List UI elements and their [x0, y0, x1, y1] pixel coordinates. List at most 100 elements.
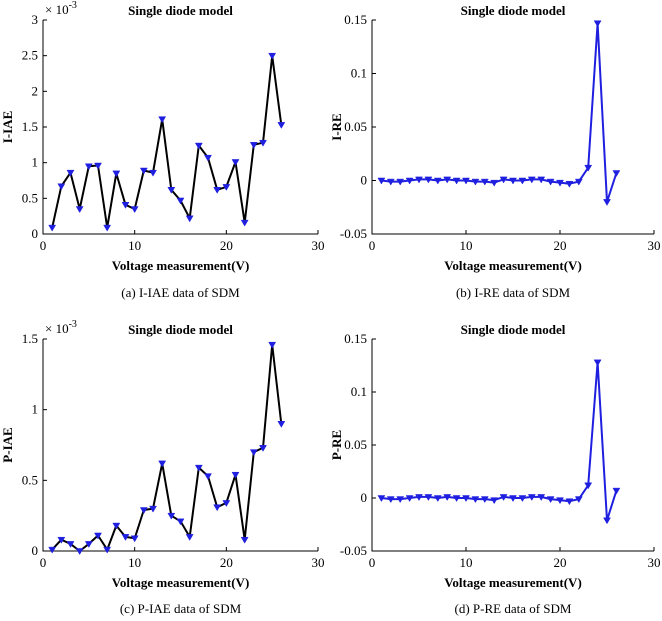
- data-point: [75, 206, 84, 214]
- chart-panel-3: 0 10 20 30 0 0.5 1 1.5 Single diode model × 10-3 V…: [0, 319, 325, 616]
- data-point: [94, 532, 102, 540]
- data-point: [176, 197, 185, 205]
- figure-caption: (c) P-IAE data of SDM: [120, 601, 242, 616]
- x-axis-label: Voltage measurement(V): [444, 258, 582, 273]
- data-point: [396, 496, 405, 504]
- chart-title: Single diode model: [461, 322, 566, 337]
- y-tick-label: 2.5: [22, 48, 38, 63]
- data-point: [268, 52, 277, 60]
- data-point: [518, 177, 527, 185]
- data-point: [194, 464, 203, 472]
- figure-caption: (d) P-RE data of SDM: [455, 601, 572, 616]
- data-point: [112, 522, 121, 530]
- data-point: [603, 517, 611, 525]
- data-point: [471, 178, 480, 186]
- data-point: [386, 496, 395, 504]
- data-point: [249, 142, 258, 149]
- chart-title: Single diode model: [128, 322, 233, 337]
- data-point: [240, 536, 249, 544]
- y-exponent-label: × 10-3: [45, 319, 77, 336]
- y-tick-label: 0.15: [344, 12, 367, 27]
- data-point: [433, 177, 442, 185]
- data-point: [452, 177, 461, 185]
- data-point: [249, 449, 258, 457]
- data-point: [75, 548, 84, 555]
- data-point: [556, 179, 564, 187]
- data-point: [121, 202, 130, 209]
- data-point: [194, 142, 203, 150]
- data-point: [377, 495, 386, 502]
- x-tick-label: 30: [312, 555, 325, 570]
- data-point: [574, 178, 583, 186]
- y-axis-label: P-IAE: [0, 427, 15, 462]
- data-point: [103, 224, 112, 232]
- data-point: [612, 487, 621, 495]
- data-point: [167, 512, 176, 520]
- data-point: [584, 164, 593, 172]
- data-point: [158, 460, 167, 468]
- y-tick-label: 0: [32, 543, 39, 558]
- y-tick-label: -0.05: [340, 226, 367, 241]
- data-point: [222, 184, 231, 191]
- axis-frame: [371, 20, 654, 235]
- data-point: [268, 341, 277, 349]
- data-point: [509, 495, 517, 502]
- data-point: [490, 497, 499, 505]
- data-point: [130, 535, 139, 543]
- x-tick-label: 0: [40, 238, 47, 253]
- series-line: [381, 22, 618, 203]
- data-point: [527, 176, 536, 184]
- y-tick-label: 0.5: [22, 472, 38, 487]
- data-point: [574, 496, 583, 504]
- y-tick-label: 1: [32, 155, 39, 170]
- data-point: [167, 187, 176, 194]
- data-point: [424, 494, 433, 501]
- data-point: [556, 497, 564, 505]
- data-point: [480, 496, 489, 504]
- y-axis-label: P-RE: [329, 430, 344, 460]
- exponent-base: × 10: [45, 2, 69, 17]
- x-tick-label: 10: [460, 238, 473, 253]
- y-tick-label: 0.15: [344, 331, 367, 346]
- data-point: [57, 183, 66, 191]
- axis-frame: [371, 339, 654, 552]
- y-tick-label: 0.1: [351, 66, 367, 81]
- x-tick-label: 20: [220, 555, 233, 570]
- data-point: [471, 496, 480, 504]
- x-tick-label: 10: [128, 555, 141, 570]
- data-point: [213, 504, 222, 512]
- x-axis-label: Voltage measurement(V): [112, 258, 250, 273]
- exponent-power: -3: [69, 319, 77, 330]
- x-tick-label: 0: [40, 555, 47, 570]
- x-tick-label: 20: [220, 238, 233, 253]
- data-point: [259, 445, 267, 452]
- data-point: [593, 359, 602, 367]
- x-tick-label: 30: [312, 238, 325, 253]
- data-point: [121, 534, 130, 541]
- data-point: [66, 169, 75, 177]
- data-point: [546, 496, 555, 504]
- data-point: [176, 518, 185, 526]
- data-point: [139, 167, 148, 175]
- data-point: [277, 421, 286, 428]
- data-point: [231, 159, 240, 166]
- data-point: [424, 176, 433, 184]
- y-tick-label: 0.05: [344, 119, 367, 134]
- data-point: [462, 177, 470, 185]
- data-point: [405, 177, 414, 185]
- data-point: [443, 494, 452, 501]
- figure-caption: (a) I-IAE data of SDM: [121, 285, 240, 300]
- y-tick-label: 2: [32, 83, 39, 98]
- data-point: [213, 187, 222, 194]
- data-point: [452, 495, 461, 502]
- chart-panel-1: 0 10 20 30 0 0.5 1 1.5 2 2.5 3 Single diode model × …: [0, 0, 325, 300]
- y-exponent-label: × 10-3: [45, 0, 77, 17]
- y-tick-label: 0.1: [351, 384, 367, 399]
- y-tick-label: 1: [32, 402, 39, 417]
- y-tick-label: 3: [32, 12, 39, 27]
- figure-caption: (b) I-RE data of SDM: [456, 285, 571, 300]
- x-axis-label: Voltage measurement(V): [112, 575, 250, 590]
- data-point: [537, 176, 546, 184]
- data-point: [149, 505, 157, 513]
- data-point: [112, 170, 121, 178]
